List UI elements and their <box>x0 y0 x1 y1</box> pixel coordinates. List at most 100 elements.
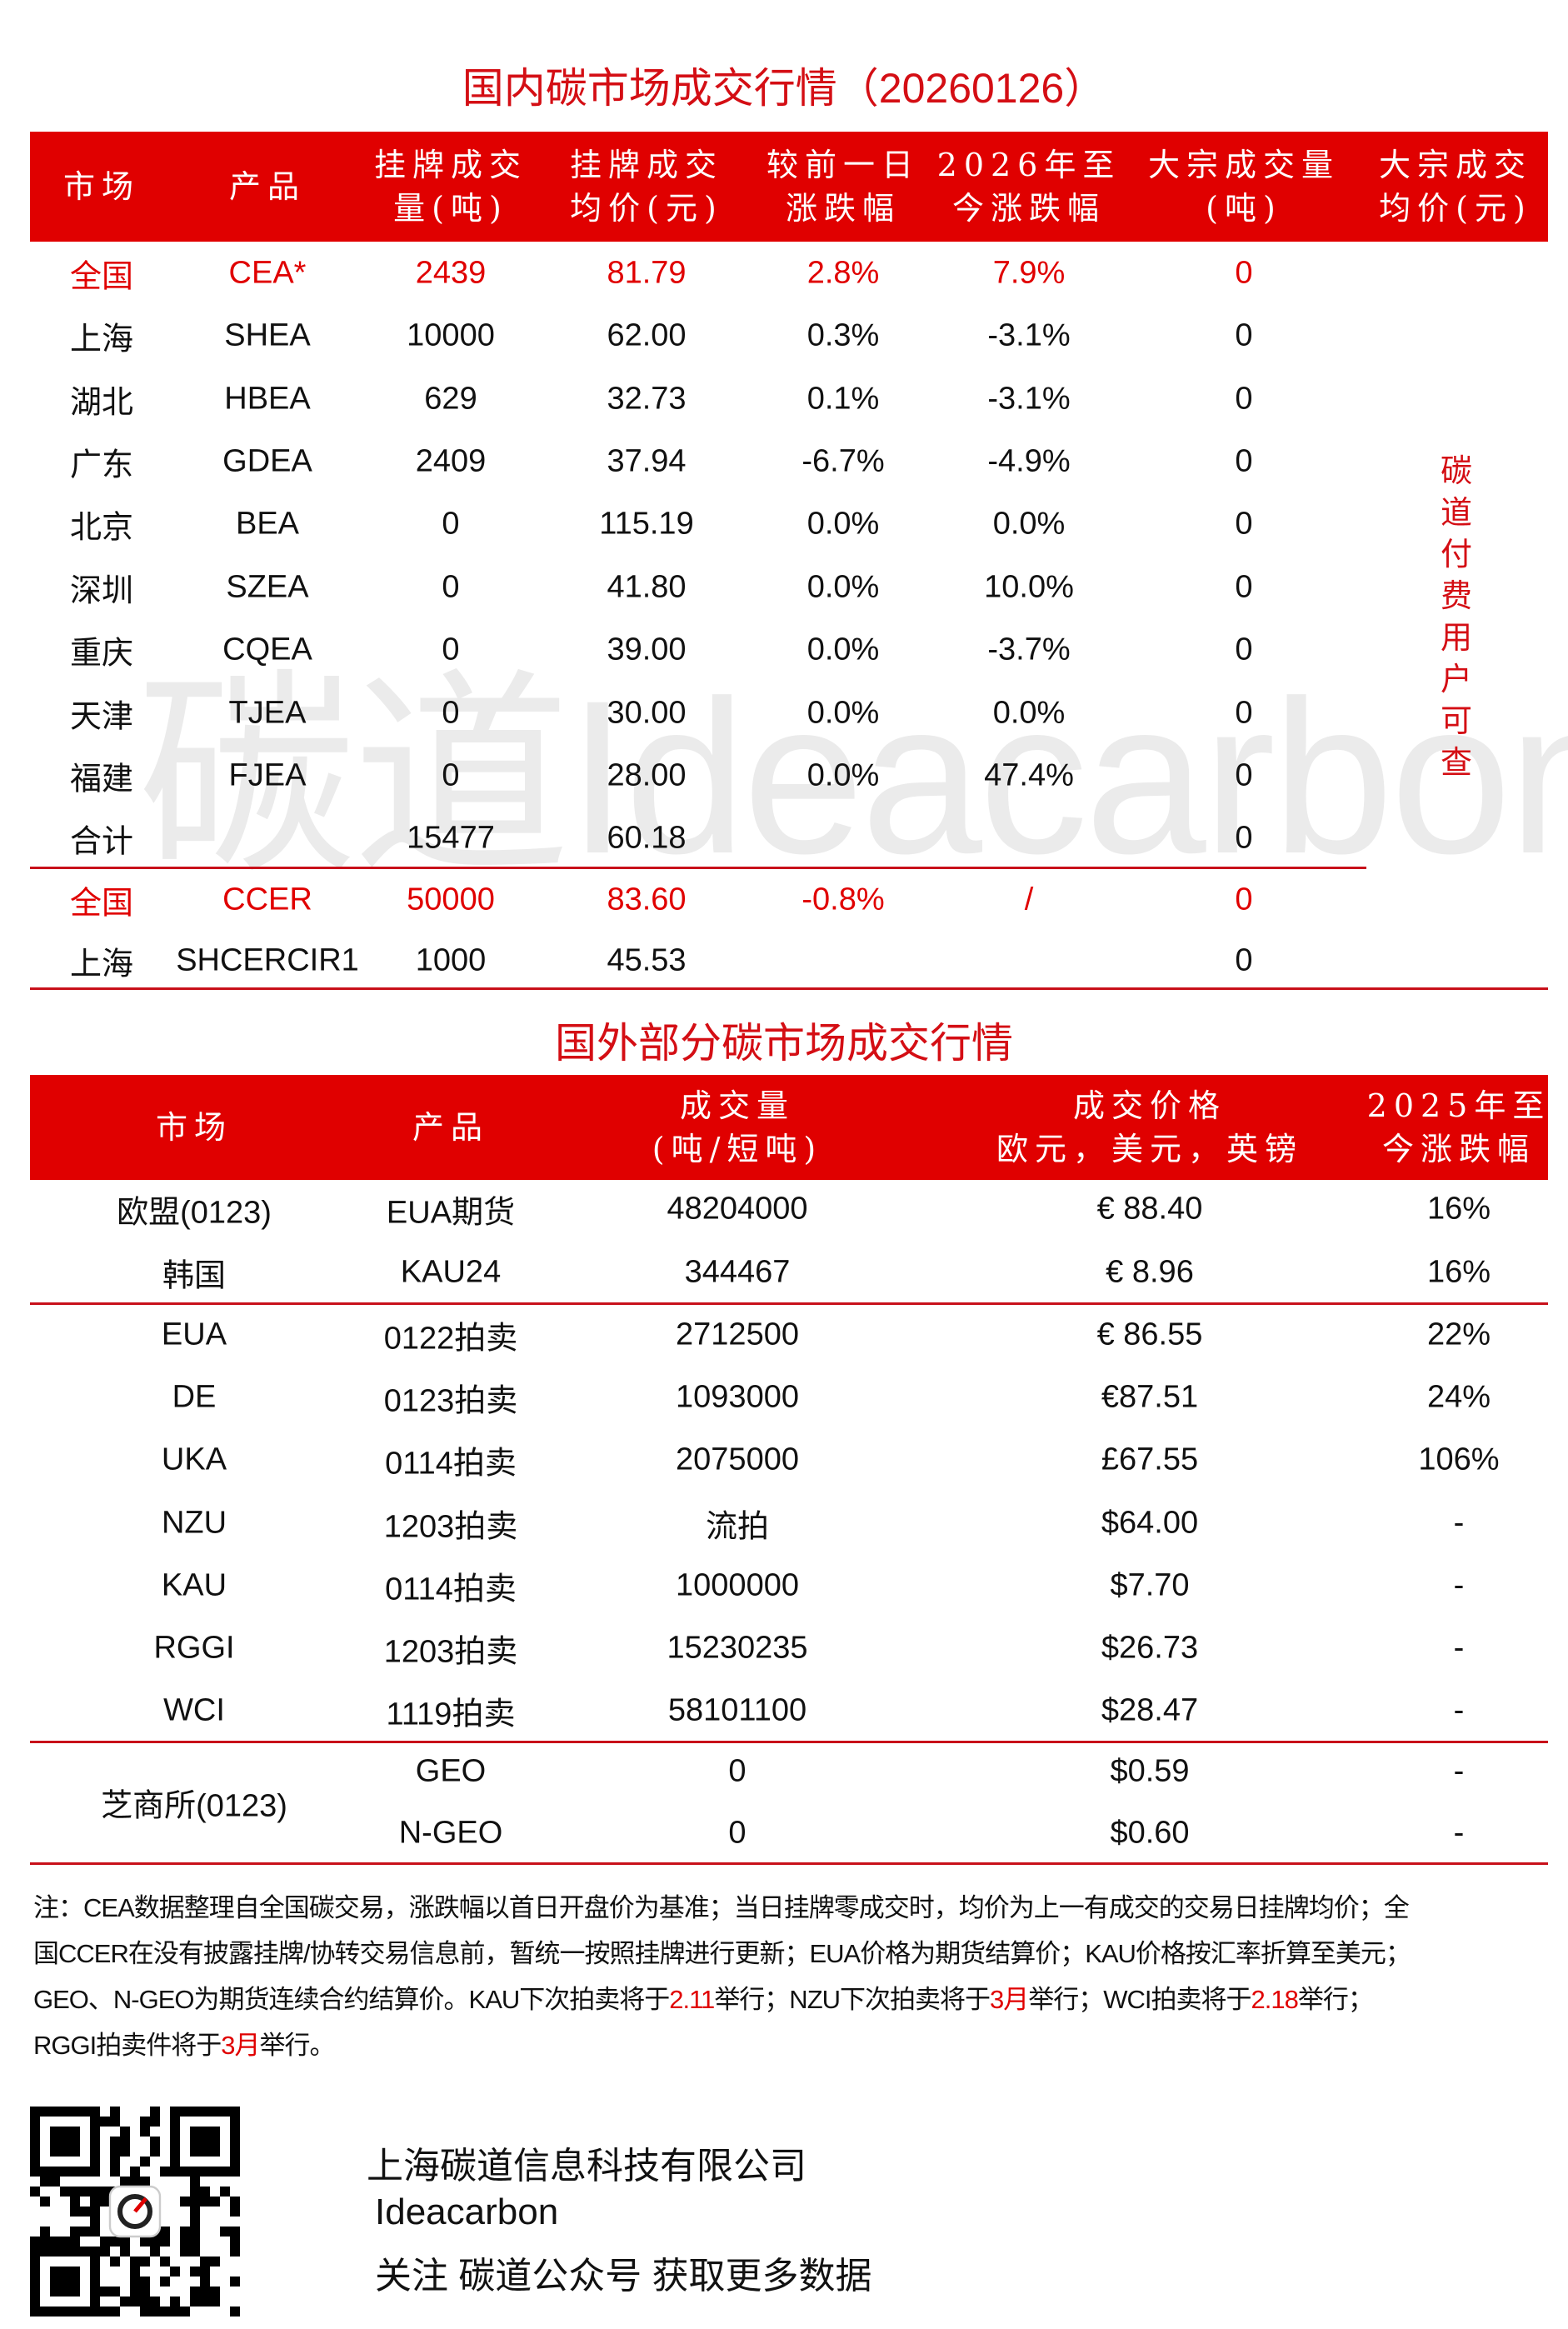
footnotes: 注：CEA数据整理自全国碳交易，涨跌幅以首日开盘价为基准；当日挂牌零成交时，均价… <box>33 1885 1550 2068</box>
table-cell: 22% <box>1426 1317 1491 1352</box>
table-cell: -3.7% <box>987 632 1071 667</box>
divider <box>30 1741 1548 1743</box>
table-cell: 0 <box>1235 443 1253 479</box>
table-cell: 湖北 <box>69 385 134 421</box>
header-cell: 2026年至 今涨跌幅 <box>936 147 1121 227</box>
table-cell: 10000 <box>407 317 495 353</box>
table-cell: 0 <box>1235 255 1253 291</box>
table-cell: 深圳 <box>69 573 134 609</box>
table-cell: 7.9% <box>992 255 1066 291</box>
table-cell: 0.0% <box>806 506 880 542</box>
table-cell: 重庆 <box>69 636 134 672</box>
table-cell: € 86.55 <box>1096 1317 1203 1352</box>
table-cell: $26.73 <box>1101 1630 1199 1666</box>
table-cell: KAU <box>161 1567 227 1603</box>
table-cell: 0 <box>1235 820 1253 856</box>
header-cell: 成交价格 欧元，美元，英镑 <box>996 1087 1304 1167</box>
table-cell: 1093000 <box>676 1379 799 1415</box>
note-segment: RGGI拍卖件将于 <box>33 2031 222 2060</box>
table-cell: 北京 <box>69 510 134 546</box>
table-cell: 41.80 <box>607 569 687 605</box>
divider <box>30 1302 1548 1305</box>
paid-users-note: 碳道付费用户可查 <box>1437 450 1476 783</box>
header-cell: 挂牌成交 均价(元) <box>569 147 724 227</box>
table-cell: 0.0% <box>806 695 880 731</box>
table-cell: 1000 <box>415 942 487 978</box>
table-cell: 0.0% <box>806 569 880 605</box>
watermark: 碳道Ideacarbon <box>137 655 1568 899</box>
table-cell: -3.1% <box>987 317 1071 353</box>
divider <box>30 1862 1548 1865</box>
table-cell: 0114拍卖 <box>385 1572 517 1607</box>
overseas-table-header: 市场 产品 成交量 (吨/短吨) 成交价格 欧元，美元，英镑 2025年至 今涨跌幅 <box>30 1075 1548 1180</box>
table-cell: 0 <box>442 506 460 542</box>
table-cell: 上海 <box>69 322 134 357</box>
note-segment: 3月 <box>221 2031 260 2060</box>
table-cell: 0.0% <box>806 757 880 793</box>
table-cell: / <box>1024 882 1034 917</box>
paid-note-char: 道 <box>1440 494 1472 531</box>
table-cell: 0 <box>728 1815 747 1851</box>
header-cell: 市场 <box>62 168 141 205</box>
table-cell: 1203拍卖 <box>383 1634 518 1670</box>
table-cell: 0114拍卖 <box>385 1446 517 1482</box>
table-cell: 广东 <box>69 447 134 483</box>
table-cell: -0.8% <box>801 882 885 917</box>
table-cell: 81.79 <box>607 255 687 291</box>
header-cell: 成交量 (吨/短吨) <box>652 1087 823 1167</box>
table-cell: 0122拍卖 <box>383 1321 518 1357</box>
table-cell: 32.73 <box>607 381 687 417</box>
paid-note-char: 户 <box>1440 661 1472 697</box>
table-cell: 16% <box>1426 1191 1491 1227</box>
table-cell: 0.0% <box>992 695 1066 731</box>
divider <box>30 987 1548 990</box>
table-cell: CEA* <box>228 255 307 291</box>
table-cell: 62.00 <box>607 317 687 353</box>
table-cell: $0.59 <box>1110 1753 1190 1789</box>
table-cell: 0 <box>1235 569 1253 605</box>
divider <box>30 867 1366 869</box>
table-cell: 24% <box>1426 1379 1491 1415</box>
table-cell: N-GEO <box>398 1815 503 1851</box>
table-cell: 48204000 <box>667 1191 808 1227</box>
table-cell: 0.3% <box>806 317 880 353</box>
table-cell: 欧盟(0123) <box>117 1195 272 1231</box>
table-cell: 0 <box>728 1753 747 1789</box>
table-cell: 45.53 <box>607 942 687 978</box>
table-cell: 344467 <box>684 1254 791 1290</box>
table-cell: 0 <box>442 569 460 605</box>
note-line: 国CCER在没有披露挂牌/协转交易信息前，暂统一按照挂牌进行更新；EUA价格为期… <box>33 1931 1550 1977</box>
paid-note-char: 查 <box>1440 744 1472 781</box>
table-cell: CCER <box>222 882 312 917</box>
table-cell: 0 <box>442 632 460 667</box>
table-cell: 0 <box>1235 506 1253 542</box>
paid-note-char: 付 <box>1440 536 1472 572</box>
table-cell: 83.60 <box>607 882 687 917</box>
paid-note-char: 碳 <box>1440 452 1472 489</box>
table-cell: 2439 <box>415 255 487 291</box>
table-cell: 0 <box>1235 942 1253 978</box>
table-cell: 0 <box>442 695 460 731</box>
table-cell: 15230235 <box>667 1630 808 1666</box>
table-cell: 福建 <box>69 762 134 797</box>
table-cell: - <box>1453 1505 1465 1541</box>
table-cell: 0 <box>1235 757 1253 793</box>
table-cell: 全国 <box>69 259 134 295</box>
paid-note-char: 用 <box>1440 619 1472 656</box>
note-segment: 2.11 <box>669 1985 715 2014</box>
header-cell: 较前一日 涨跌幅 <box>766 147 921 227</box>
header-cell: 大宗成交量 (吨) <box>1147 147 1341 227</box>
domestic-table-header: 市场 产品 挂牌成交 量(吨) 挂牌成交 均价(元) 较前一日 涨跌幅 2026年至 今涨… <box>30 132 1548 242</box>
table-cell: 合计 <box>69 824 134 860</box>
table-cell: 2075000 <box>676 1442 799 1477</box>
header-cell: 挂牌成交 量(吨) <box>373 147 528 227</box>
table-cell: 0 <box>1235 695 1253 731</box>
table-cell: 上海 <box>69 947 134 982</box>
table-cell: KAU24 <box>400 1254 502 1290</box>
table-cell: $7.70 <box>1110 1567 1190 1603</box>
table-cell: 30.00 <box>607 695 687 731</box>
table-cell: - <box>1453 1753 1465 1789</box>
table-cell: 天津 <box>69 699 134 735</box>
table-cell: UKA <box>161 1442 227 1477</box>
header-cell: 2025年至 今涨跌幅 <box>1366 1087 1551 1167</box>
